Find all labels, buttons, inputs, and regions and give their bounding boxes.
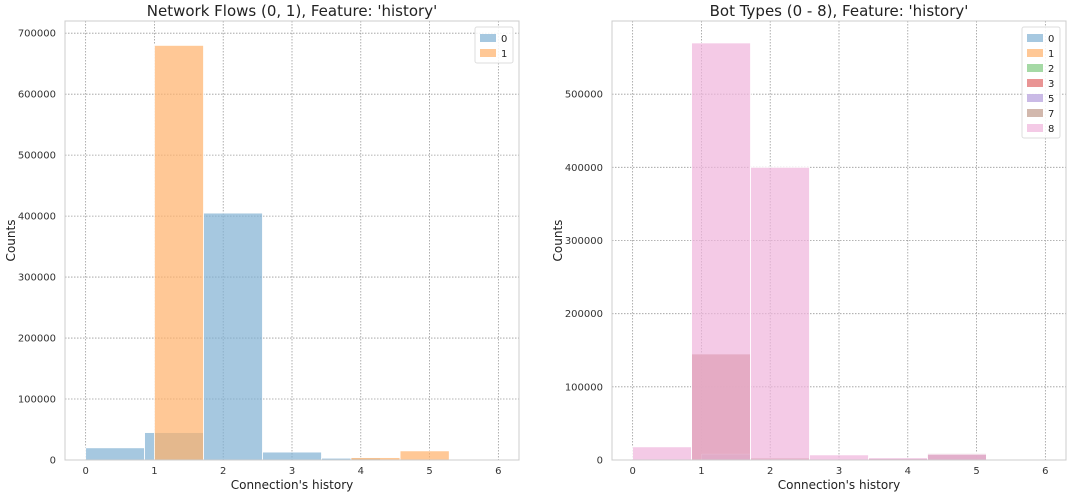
y-tick-label: 0 — [50, 456, 56, 467]
y-axis-label: Counts — [551, 220, 565, 262]
y-tick-label: 300000 — [18, 273, 56, 284]
y-tick-label: 400000 — [565, 163, 603, 174]
bar — [203, 212, 263, 461]
legend-label: 5 — [1048, 94, 1054, 105]
bar — [85, 447, 145, 461]
chart-panel-1: 0 1 2 3 4 5 6010000020000030000040000050000060… — [4, 2, 520, 492]
y-tick-label: 100000 — [565, 382, 603, 393]
x-tick-label: 0 — [629, 466, 635, 477]
legend-label: 7 — [1048, 109, 1054, 120]
legend-swatch — [1027, 79, 1043, 87]
x-tick-label: 5 — [973, 466, 979, 477]
legend-label: 0 — [1048, 34, 1054, 45]
chart-panel-2: 0 1 2 3 4 5 6 0 100000 200000 300000 400000 500000 Bo… — [551, 2, 1067, 492]
legend: 0 1 2 3 5 7 8 — [1021, 26, 1061, 139]
plot-frame — [611, 20, 1067, 461]
legend-label: 3 — [1048, 79, 1054, 90]
bar — [632, 446, 692, 461]
x-tick-label: 6 — [1042, 466, 1048, 477]
legend-swatch — [1027, 109, 1043, 117]
y-tick-label: 500000 — [18, 151, 56, 162]
bar — [399, 450, 450, 461]
legend-label: 2 — [1048, 64, 1054, 75]
series-8 — [632, 42, 987, 461]
y-tick-label: 100000 — [18, 395, 56, 406]
y-tick-label: 700000 — [18, 29, 56, 40]
x-tick-label: 4 — [905, 466, 911, 477]
x-tick-label: 3 — [289, 466, 295, 477]
x-tick-label: 2 — [767, 466, 773, 477]
chart-title: Bot Types (0 - 8), Feature: 'history' — [710, 2, 969, 20]
chart-title: Network Flows (0, 1), Feature: 'history' — [147, 2, 437, 20]
x-tick-label: 2 — [220, 466, 226, 477]
legend-swatch — [1027, 124, 1043, 132]
y-tick-label: 300000 — [565, 236, 603, 247]
legend-swatch — [480, 34, 496, 42]
x-tick-label: 3 — [836, 466, 842, 477]
y-tick-label: 400000 — [18, 212, 56, 223]
series-1 — [154, 44, 450, 461]
legend-label: 8 — [1048, 124, 1054, 135]
y-axis-label: Counts — [4, 220, 18, 262]
legend-label: 0 — [501, 34, 507, 45]
x-tick-label: 6 — [495, 466, 501, 477]
x-tick-label: 1 — [151, 466, 157, 477]
plot-frame — [64, 20, 520, 461]
bar — [691, 42, 751, 461]
legend-swatch — [1027, 64, 1043, 72]
bar — [750, 166, 810, 461]
legend: 01 — [474, 26, 514, 64]
y-tick-label: 200000 — [18, 334, 56, 345]
x-tick-label: 0 — [82, 466, 88, 477]
legend-label: 1 — [501, 49, 507, 60]
x-axis-label: Connection's history — [231, 478, 354, 492]
y-tick-label: 600000 — [18, 90, 56, 101]
bar — [809, 454, 869, 461]
y-tick-label: 200000 — [565, 309, 603, 320]
y-tick-label: 0 — [597, 456, 603, 467]
bar — [927, 453, 987, 461]
legend-swatch — [1027, 49, 1043, 57]
legend-swatch — [1027, 94, 1043, 102]
y-tick-label: 500000 — [565, 90, 603, 101]
x-axis-label: Connection's history — [778, 478, 901, 492]
x-tick-label: 5 — [426, 466, 432, 477]
bar — [262, 451, 322, 461]
x-tick-label: 1 — [698, 466, 704, 477]
legend-swatch — [1027, 34, 1043, 42]
bar — [154, 44, 204, 461]
legend-swatch — [480, 49, 496, 57]
x-tick-label: 4 — [358, 466, 364, 477]
legend-label: 1 — [1048, 49, 1054, 60]
